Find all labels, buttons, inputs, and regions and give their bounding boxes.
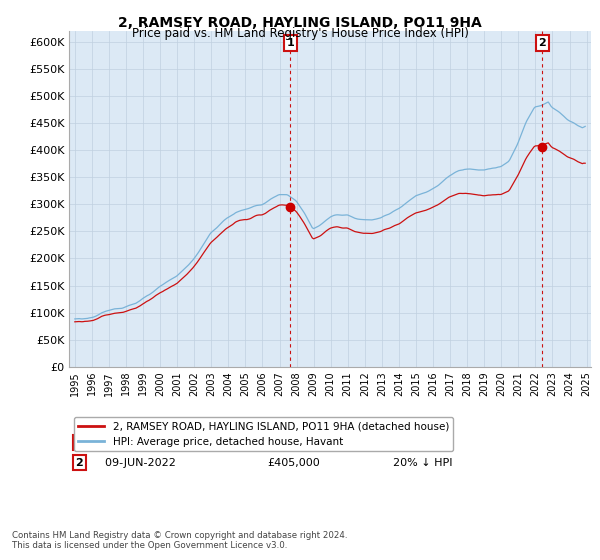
Text: £295,000: £295,000 (268, 437, 320, 447)
Text: 05-SEP-2007: 05-SEP-2007 (98, 437, 176, 447)
Text: 09-JUN-2022: 09-JUN-2022 (98, 458, 176, 468)
Legend: 2, RAMSEY ROAD, HAYLING ISLAND, PO11 9HA (detached house), HPI: Average price, d: 2, RAMSEY ROAD, HAYLING ISLAND, PO11 9HA… (74, 417, 453, 451)
Text: 1: 1 (286, 38, 294, 48)
Text: 2: 2 (538, 38, 546, 48)
Text: 2: 2 (76, 458, 83, 468)
Text: 5% ↓ HPI: 5% ↓ HPI (392, 437, 445, 447)
Text: Price paid vs. HM Land Registry's House Price Index (HPI): Price paid vs. HM Land Registry's House … (131, 27, 469, 40)
Text: 1: 1 (76, 437, 83, 447)
Text: Contains HM Land Registry data © Crown copyright and database right 2024.
This d: Contains HM Land Registry data © Crown c… (12, 530, 347, 550)
Text: 2, RAMSEY ROAD, HAYLING ISLAND, PO11 9HA: 2, RAMSEY ROAD, HAYLING ISLAND, PO11 9HA (118, 16, 482, 30)
Text: 20% ↓ HPI: 20% ↓ HPI (392, 458, 452, 468)
Text: £405,000: £405,000 (268, 458, 320, 468)
